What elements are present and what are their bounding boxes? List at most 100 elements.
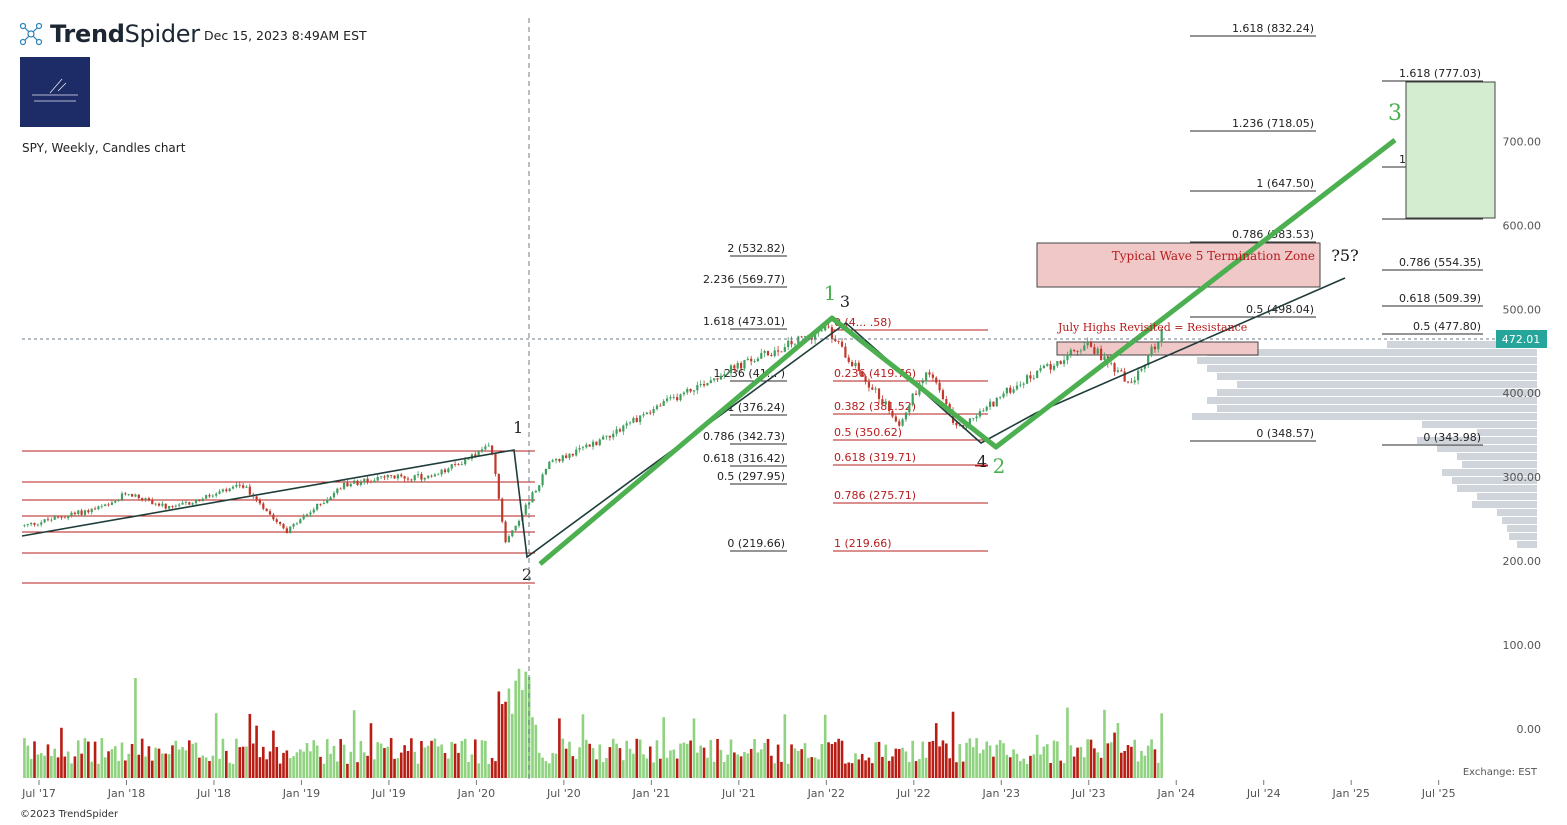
volume-bar bbox=[813, 757, 817, 778]
candle-body bbox=[551, 460, 554, 462]
volume-bar bbox=[622, 760, 625, 778]
fib-retr-2022-label: 0.618 (319.71) bbox=[834, 451, 916, 464]
candle-body bbox=[127, 494, 130, 495]
candle-body bbox=[1015, 385, 1019, 390]
time-axis-tick: Jan '23 bbox=[982, 787, 1020, 800]
volume-bar bbox=[312, 740, 316, 778]
candle-body bbox=[928, 372, 931, 375]
volume-bar bbox=[696, 752, 699, 778]
volume-bar bbox=[608, 747, 612, 778]
volume-bar bbox=[918, 758, 921, 778]
candle-body bbox=[26, 524, 29, 526]
volume-bar bbox=[1146, 745, 1150, 778]
candle-body bbox=[110, 502, 113, 505]
candle-body bbox=[359, 482, 362, 485]
candle-body bbox=[632, 417, 635, 423]
volume-bar bbox=[746, 753, 750, 778]
candle-body bbox=[292, 524, 295, 527]
volume-bar bbox=[1153, 749, 1157, 778]
trendspider-logo: TrendSpider bbox=[18, 20, 200, 48]
logo-wordmark: TrendSpider bbox=[50, 20, 200, 48]
volume-bar bbox=[70, 763, 73, 778]
exchange-label: Exchange: EST bbox=[1463, 767, 1538, 778]
volume-bar bbox=[191, 743, 194, 778]
candle-body bbox=[376, 476, 379, 481]
candle-body bbox=[46, 519, 50, 521]
volume-bar bbox=[457, 752, 460, 778]
volume-bar bbox=[534, 724, 538, 778]
volume-bar bbox=[510, 713, 514, 778]
volume-bar bbox=[860, 753, 864, 778]
volume-bar bbox=[1039, 754, 1042, 778]
fib-ext-2020-label: 2 (532.82) bbox=[727, 242, 785, 255]
volume-bar bbox=[598, 744, 602, 778]
candle-body bbox=[329, 497, 332, 500]
candle-body bbox=[1086, 341, 1089, 346]
volume-bar bbox=[336, 761, 339, 778]
candle-body bbox=[326, 499, 329, 504]
volume-bar bbox=[494, 761, 497, 778]
candle-body bbox=[480, 449, 484, 452]
candle-body bbox=[847, 357, 850, 362]
volume-bar bbox=[823, 714, 827, 778]
candle-body bbox=[366, 478, 369, 482]
volume-bar bbox=[514, 680, 517, 778]
candle-body bbox=[669, 397, 672, 399]
volume-bar bbox=[1116, 723, 1120, 778]
candle-body bbox=[975, 416, 978, 419]
candle-body bbox=[63, 517, 66, 519]
candle-body bbox=[642, 414, 645, 416]
volume-bar bbox=[739, 756, 743, 778]
candle-body bbox=[877, 388, 881, 400]
volume-bar bbox=[786, 763, 790, 778]
volume-bar bbox=[874, 742, 877, 778]
volume-bar bbox=[706, 757, 709, 778]
candle-body bbox=[248, 486, 251, 495]
volume-bar bbox=[1025, 763, 1029, 778]
candle-body bbox=[36, 524, 39, 526]
candle-body bbox=[696, 384, 699, 391]
volume-bar bbox=[144, 756, 147, 778]
volume-bar bbox=[181, 746, 184, 778]
candle-body bbox=[201, 498, 204, 502]
volume-bar bbox=[80, 753, 83, 778]
candle-body bbox=[1123, 371, 1126, 382]
candle-body bbox=[988, 401, 992, 407]
volume-bar bbox=[1130, 746, 1133, 778]
candle-body bbox=[464, 459, 467, 465]
volume-bar bbox=[1049, 762, 1052, 778]
volume-bar bbox=[685, 743, 689, 778]
volume-bar bbox=[857, 759, 861, 778]
volume-bar bbox=[352, 710, 356, 778]
candle-body bbox=[1157, 342, 1160, 350]
zone-boxes bbox=[1036, 81, 1496, 356]
volume-bar bbox=[1133, 739, 1137, 778]
candle-body bbox=[336, 488, 339, 494]
volume-bar bbox=[110, 749, 114, 778]
time-axis-tick: Jan '18 bbox=[107, 787, 145, 800]
volume-bar bbox=[891, 756, 894, 778]
candle-body bbox=[1022, 383, 1025, 385]
volume-bar bbox=[749, 748, 753, 778]
time-axis-tick: Jul '17 bbox=[21, 787, 56, 800]
candle-body bbox=[628, 422, 632, 424]
fib-retr-2022-label: 0.786 (275.71) bbox=[834, 489, 916, 502]
fib-ext-wave3-label: 0 (348.57) bbox=[1256, 427, 1314, 440]
candle-body bbox=[881, 399, 884, 405]
volume-bar bbox=[571, 756, 575, 778]
candle-body bbox=[581, 447, 585, 449]
volume-bar bbox=[662, 717, 665, 778]
candle-body bbox=[144, 498, 147, 500]
candle-body bbox=[282, 523, 285, 529]
volume-profile-bar bbox=[1217, 405, 1537, 412]
volume-bar bbox=[218, 758, 221, 778]
candle-body bbox=[218, 491, 221, 494]
candle-body bbox=[295, 523, 299, 525]
candle-body bbox=[427, 475, 430, 479]
candle-body bbox=[60, 516, 63, 518]
volume-bar bbox=[837, 738, 840, 778]
candle-body bbox=[100, 506, 103, 507]
volume-bar bbox=[379, 743, 383, 778]
candle-body bbox=[756, 358, 760, 362]
